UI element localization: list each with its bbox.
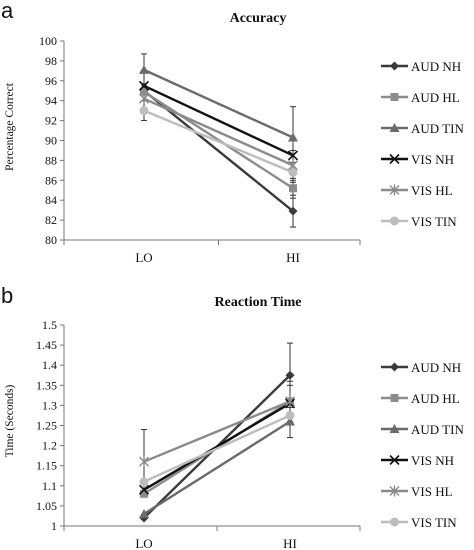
- y-tick-label: 96: [45, 74, 57, 88]
- x-tick-label: HI: [283, 536, 297, 550]
- data-point: [139, 508, 149, 518]
- legend-marker: [389, 424, 400, 433]
- y-axis-label-b: Time (Seconds): [4, 384, 16, 457]
- y-tick-label: 1.1: [42, 479, 57, 493]
- error-bars-b: [141, 342, 293, 495]
- y-tick-label: 90: [45, 134, 57, 148]
- legend-label: VIS HL: [411, 183, 453, 198]
- legend-marker: [389, 153, 400, 165]
- y-tick-label: 94: [45, 94, 57, 108]
- data-point: [287, 150, 299, 161]
- y-tick-label: 100: [39, 34, 57, 48]
- legend-label: VIS NH: [411, 453, 454, 468]
- markers-a: [138, 64, 299, 216]
- series-lines-b: [143, 374, 291, 519]
- panel-letter-b: b: [1, 283, 13, 308]
- legend-marker: [389, 485, 400, 497]
- data-point: [139, 93, 149, 105]
- data-point: [140, 489, 148, 498]
- y-tick-label: 1.25: [36, 419, 57, 433]
- data-point: [285, 370, 295, 380]
- y-tick-label: 1.3: [42, 398, 57, 412]
- data-point: [138, 80, 150, 91]
- legend-a: AUD NH AUD HL AUD TIN VIS NH VIS HL VIS TIN: [381, 59, 464, 229]
- y-tick-label: 1.4: [42, 358, 57, 372]
- x-tick-label: LO: [135, 250, 152, 265]
- legend-marker: [390, 394, 399, 402]
- y-tick-label: 84: [45, 193, 57, 207]
- legend-marker: [390, 362, 399, 372]
- y-tick-label: 1.05: [36, 499, 57, 513]
- y-tick-label: 1.35: [36, 378, 57, 392]
- data-point: [138, 484, 150, 495]
- y-tick-label: 82: [45, 213, 57, 227]
- y-tick-label: 88: [45, 153, 57, 167]
- chart-title-b: Reaction Time: [215, 295, 302, 310]
- series-line: [143, 84, 294, 157]
- axes-a: 80 82 84 86 88 90 92 94 96 98 100 LO HI: [39, 34, 361, 265]
- y-tick-label: 1.2: [42, 439, 57, 453]
- y-tick-label: 98: [45, 54, 57, 68]
- legend-label: AUD NH: [411, 360, 461, 375]
- legend-label: VIS NH: [411, 152, 454, 167]
- legend-label: VIS HL: [411, 484, 453, 499]
- legend-marker: [389, 184, 400, 196]
- panel-b: b Reaction Time Time (Seconds) 11.051.11…: [1, 283, 464, 550]
- y-tick-label: 92: [45, 114, 57, 128]
- legend-b: AUD NH AUD HL AUD TIN VIS NH VIS HL VIS TIN: [381, 360, 464, 530]
- y-tick-label: 86: [45, 173, 57, 187]
- panel-a: a Accuracy Percentage Correct 80 82 84 86 88…: [1, 0, 464, 265]
- series-line: [143, 420, 291, 515]
- series-line: [143, 414, 291, 483]
- data-point: [139, 477, 149, 487]
- legend-marker: [390, 61, 399, 71]
- data-point: [289, 184, 297, 193]
- y-tick-label: 1.15: [36, 459, 57, 473]
- y-tick-label: 1: [51, 519, 57, 533]
- y-tick-label: 1.5: [42, 318, 57, 332]
- series-line: [143, 402, 291, 491]
- data-point: [288, 167, 298, 177]
- series-lines-a: [143, 68, 294, 213]
- data-point: [285, 410, 295, 420]
- y-tick-label: 80: [45, 233, 57, 247]
- series-line: [143, 109, 294, 174]
- data-point: [139, 64, 149, 74]
- series-line: [143, 90, 294, 190]
- legend-label: AUD HL: [411, 90, 460, 105]
- legend-marker: [390, 93, 399, 101]
- x-tick-label: HI: [286, 250, 300, 265]
- data-point: [285, 395, 295, 407]
- legend-marker: [390, 216, 399, 226]
- legend-label: VIS TIN: [411, 214, 457, 229]
- panel-letter-a: a: [1, 0, 14, 23]
- y-axis-label-a: Percentage Correct: [4, 82, 16, 171]
- axes-b: 1 1.05 1.1 1.15 1.2 1.25 1.3 1.35 1.4 1.45 1.5 LO HI: [36, 318, 361, 550]
- data-point: [288, 132, 298, 142]
- markers-b: [138, 370, 296, 523]
- series-line: [143, 400, 291, 463]
- legend-label: VIS TIN: [411, 515, 457, 530]
- data-point: [139, 456, 149, 468]
- y-tick-label: 1.45: [36, 338, 57, 352]
- legend-marker: [389, 123, 400, 132]
- legend-label: AUD NH: [411, 59, 461, 74]
- series-line: [143, 68, 294, 139]
- chart-title-a: Accuracy: [230, 11, 287, 26]
- legend-label: AUD HL: [411, 391, 460, 406]
- data-point: [285, 416, 295, 426]
- series-line: [143, 97, 294, 167]
- data-point: [139, 106, 149, 116]
- legend-marker: [390, 517, 399, 527]
- legend-label: AUD TIN: [411, 422, 464, 437]
- data-point: [288, 206, 298, 216]
- legend-marker: [389, 454, 400, 466]
- data-point: [140, 87, 148, 96]
- x-tick-label: LO: [135, 536, 152, 550]
- legend-label: AUD TIN: [411, 121, 464, 136]
